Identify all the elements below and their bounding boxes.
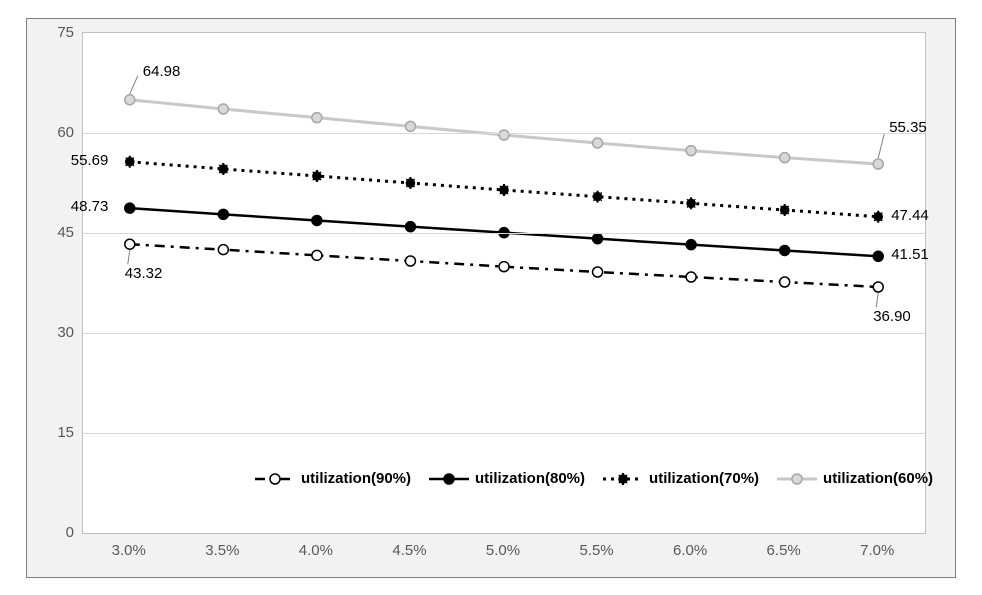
legend-label: utilization(80%) xyxy=(475,470,585,487)
data-label: 55.35 xyxy=(889,119,927,136)
legend-item: utilization(90%) xyxy=(255,470,411,487)
y-tick-label: 75 xyxy=(44,24,74,41)
data-label: 41.51 xyxy=(891,246,929,263)
x-tick-label: 5.0% xyxy=(486,542,520,559)
plot-area xyxy=(82,32,926,534)
gridline xyxy=(83,233,925,234)
data-label: 43.32 xyxy=(125,265,163,282)
x-tick-label: 3.0% xyxy=(112,542,146,559)
data-label: 48.73 xyxy=(71,198,109,215)
y-tick-label: 15 xyxy=(44,424,74,441)
data-label: 55.69 xyxy=(71,152,109,169)
legend-item: utilization(70%) xyxy=(603,470,759,487)
chart-svg xyxy=(83,33,925,533)
x-tick-label: 4.0% xyxy=(299,542,333,559)
gridline xyxy=(83,433,925,434)
data-label: 64.98 xyxy=(143,63,181,80)
x-tick-label: 7.0% xyxy=(860,542,894,559)
data-label: 47.44 xyxy=(891,207,929,224)
legend-label: utilization(60%) xyxy=(823,470,933,487)
x-tick-label: 5.5% xyxy=(579,542,613,559)
y-tick-label: 45 xyxy=(44,224,74,241)
gridline xyxy=(83,333,925,334)
y-tick-label: 0 xyxy=(44,524,74,541)
legend: utilization(90%) utilization(80%) utilizat… xyxy=(255,470,933,487)
x-tick-label: 6.5% xyxy=(767,542,801,559)
x-tick-label: 6.0% xyxy=(673,542,707,559)
legend-item: utilization(60%) xyxy=(777,470,933,487)
x-tick-label: 4.5% xyxy=(392,542,426,559)
y-tick-label: 60 xyxy=(44,124,74,141)
x-tick-label: 3.5% xyxy=(205,542,239,559)
gridline xyxy=(83,133,925,134)
legend-label: utilization(70%) xyxy=(649,470,759,487)
legend-item: utilization(80%) xyxy=(429,470,585,487)
y-tick-label: 30 xyxy=(44,324,74,341)
legend-label: utilization(90%) xyxy=(301,470,411,487)
data-label: 36.90 xyxy=(873,308,911,325)
